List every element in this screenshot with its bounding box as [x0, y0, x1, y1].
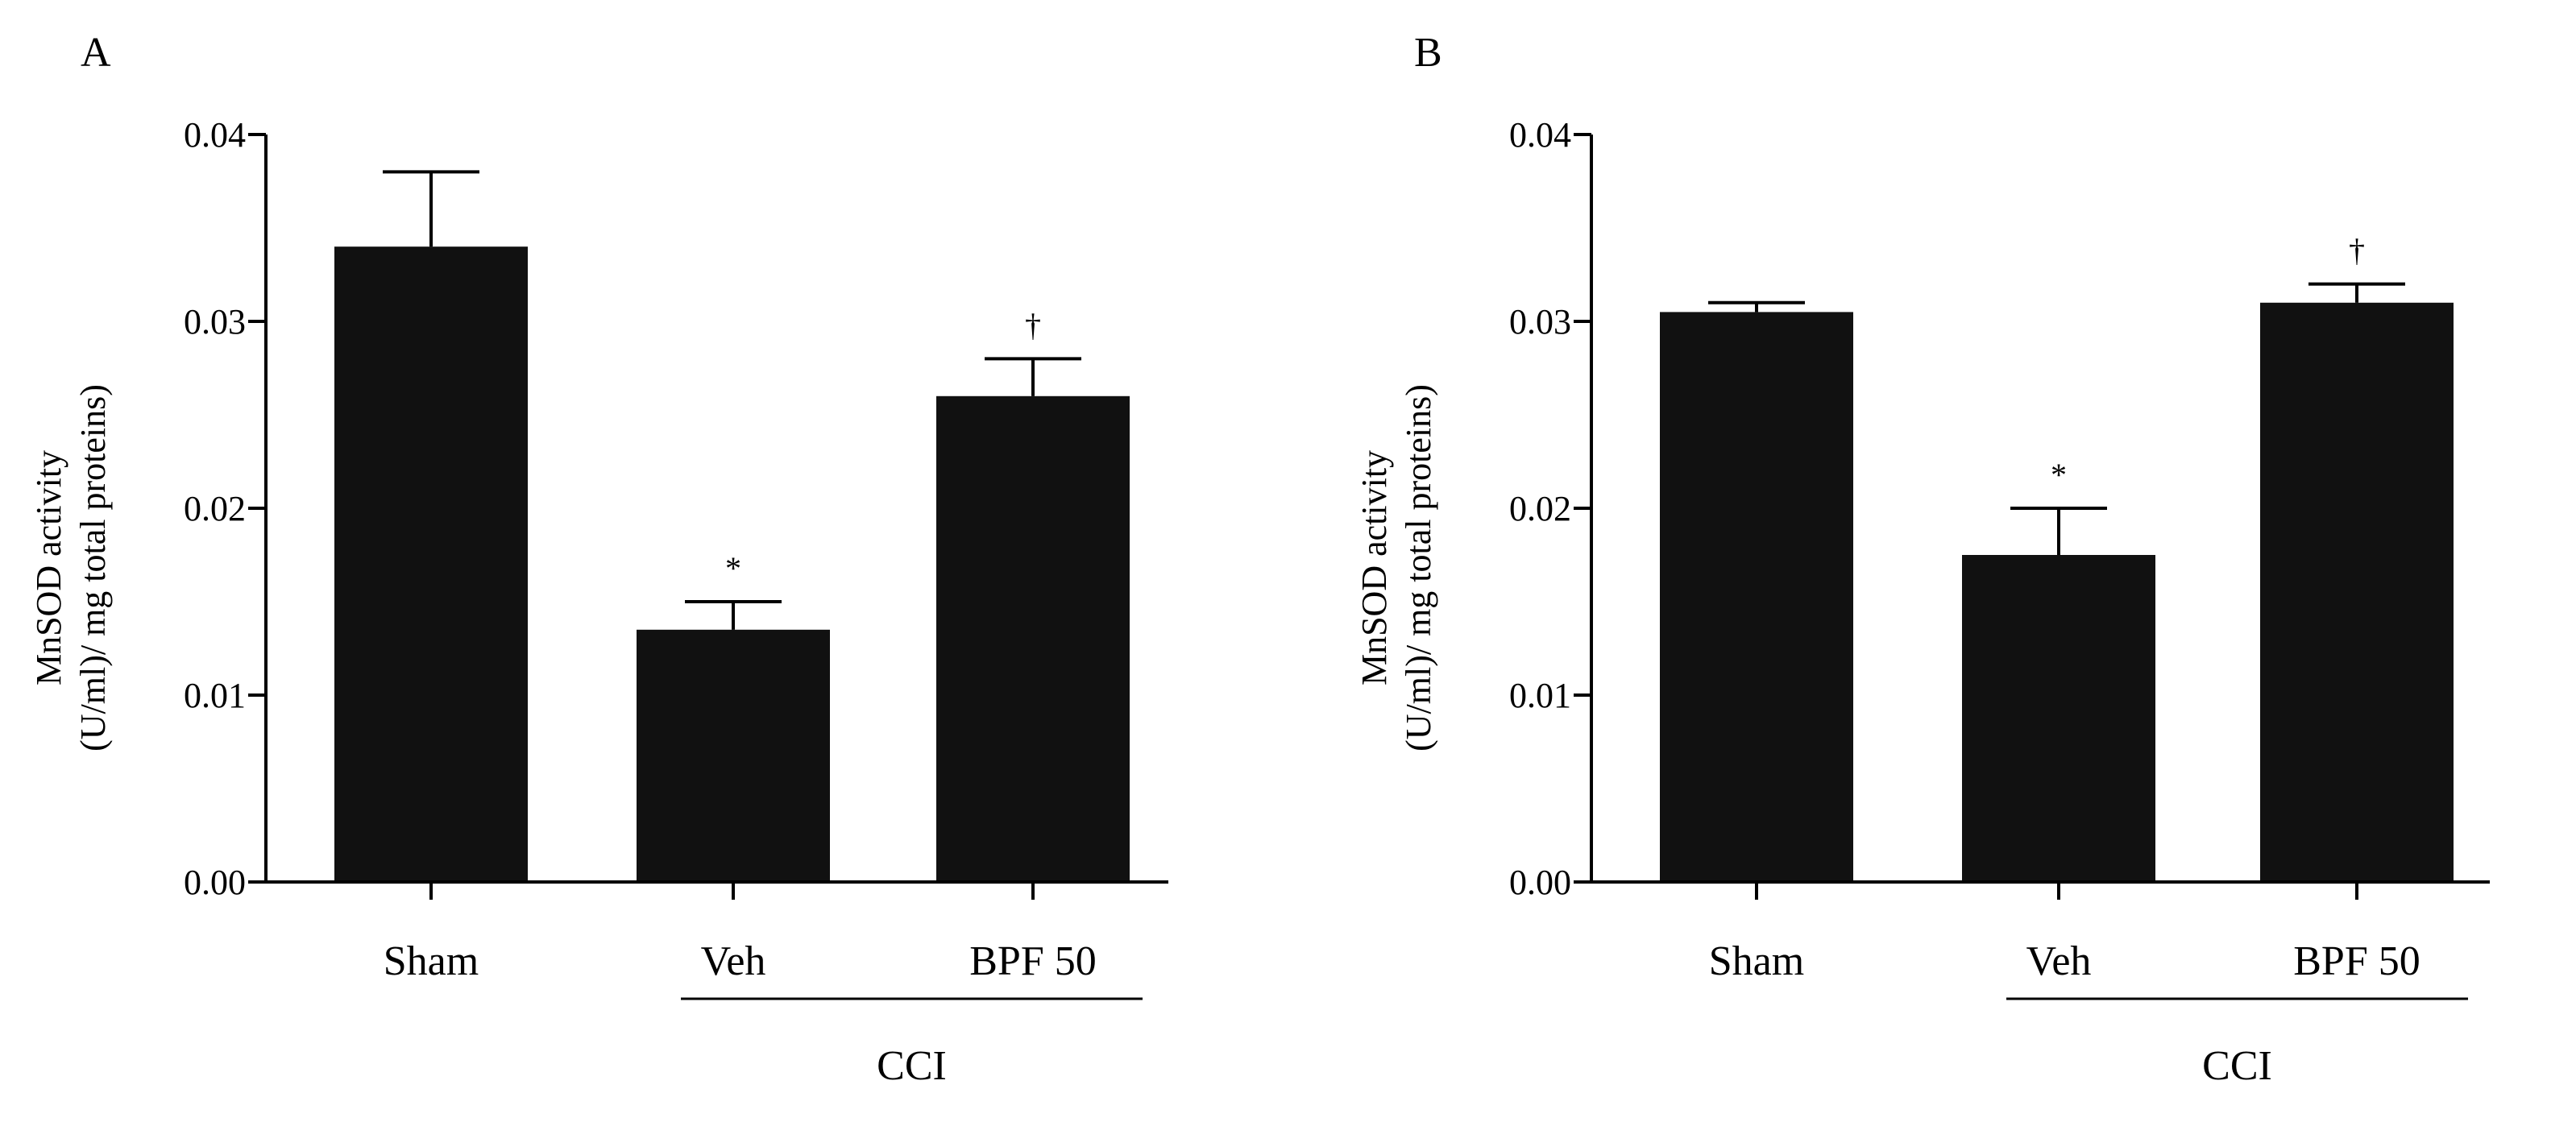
x-axis [1591, 880, 2490, 900]
y-axis [1574, 133, 1593, 884]
y-tick-label: 0.03 [1509, 302, 1571, 342]
bars [334, 246, 1130, 882]
group-bracket: CCI [681, 997, 1143, 1089]
significance-marks: * † [725, 307, 1041, 586]
panel-label-a: A [81, 30, 111, 76]
category-label: Veh [701, 938, 766, 984]
y-axis-label-line2: (U/ml)/ mg total proteins) [1399, 384, 1438, 751]
significance-mark: † [1025, 307, 1041, 343]
y-axis-label-line1: MnSOD activity [1354, 450, 1394, 685]
y-tick-label: 0.03 [184, 302, 246, 342]
bar [334, 246, 528, 882]
error-bars [383, 170, 1081, 630]
category-labels: Sham Veh BPF 50 [1709, 938, 2420, 984]
significance-mark: † [2349, 233, 2365, 269]
significance-mark: * [2051, 457, 2067, 493]
panel-b: B MnSOD activity (U/ml)/ mg total protei… [1354, 30, 2490, 1089]
y-axis-label-line2: (U/ml)/ mg total proteins) [73, 384, 113, 751]
y-tick-label: 0.02 [1509, 489, 1571, 528]
x-axis [266, 880, 1168, 900]
category-label: Sham [384, 938, 479, 984]
y-tick-label: 0.00 [184, 863, 246, 902]
bar [637, 629, 830, 882]
category-label: Veh [2026, 938, 2092, 984]
error-bars [1708, 282, 2405, 555]
panel-label-b: B [1414, 30, 1442, 76]
y-tick-labels: 0.00 0.01 0.02 0.03 0.04 [184, 115, 246, 902]
category-labels: Sham Veh BPF 50 [384, 938, 1097, 984]
y-tick-label: 0.00 [1509, 863, 1571, 902]
category-label: BPF 50 [2293, 938, 2420, 984]
significance-marks: * † [2051, 233, 2365, 493]
y-tick-label: 0.01 [1509, 676, 1571, 715]
bar [1962, 555, 2155, 882]
y-tick-labels: 0.00 0.01 0.02 0.03 0.04 [1509, 115, 1571, 902]
bar [2260, 302, 2454, 882]
y-axis [248, 133, 268, 884]
category-label: Sham [1709, 938, 1804, 984]
group-label-cci: CCI [2202, 1043, 2272, 1089]
bars [1660, 302, 2454, 882]
y-tick-label: 0.04 [184, 115, 246, 155]
y-tick-label: 0.01 [184, 676, 246, 715]
bar [936, 395, 1130, 882]
panel-a: A MnSOD activity (U/ml)/ mg total protei… [29, 30, 1168, 1089]
category-label: BPF 50 [969, 938, 1097, 984]
y-tick-label: 0.04 [1509, 115, 1571, 155]
y-tick-label: 0.02 [184, 489, 246, 528]
bar [1660, 312, 1853, 882]
significance-mark: * [725, 550, 741, 586]
y-axis-label-line1: MnSOD activity [29, 450, 68, 685]
group-bracket: CCI [2006, 997, 2468, 1089]
group-label-cci: CCI [877, 1043, 947, 1089]
